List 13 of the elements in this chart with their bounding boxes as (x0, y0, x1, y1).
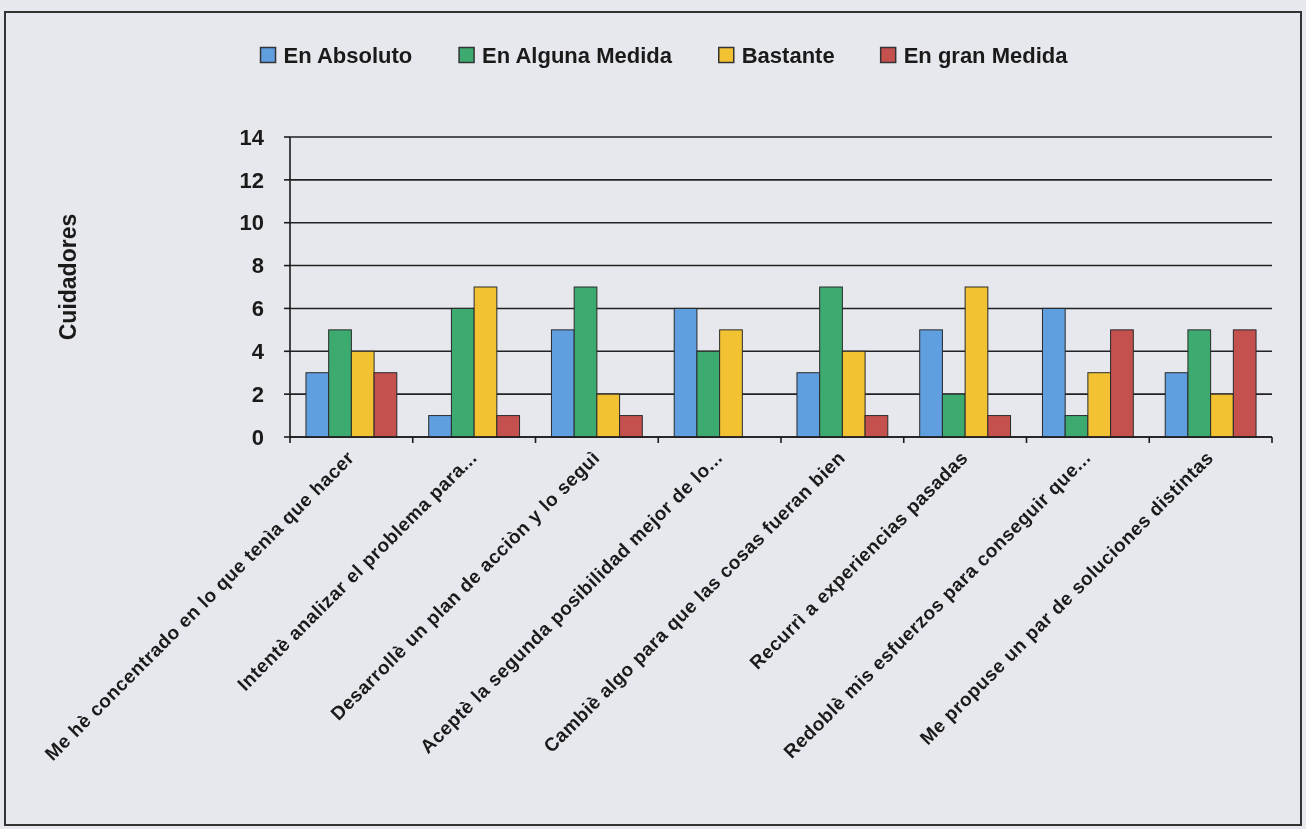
y-tick-label: 2 (251, 381, 264, 407)
y-tick-label: 10 (239, 210, 264, 236)
y-tick-label: 0 (251, 424, 264, 450)
y-axis-title: Cuidadores (55, 213, 81, 341)
legend-label: En Alguna Medida (482, 42, 673, 68)
legend-label: En gran Medida (903, 42, 1069, 68)
legend-label: En Absoluto (283, 42, 413, 68)
y-tick-label: 6 (251, 296, 264, 322)
y-tick-label: 4 (251, 338, 265, 364)
y-tick-label: 8 (251, 253, 264, 279)
y-tick-label: 12 (239, 167, 264, 193)
y-tick-label: 14 (239, 124, 265, 150)
legend-label: Bastante (741, 42, 835, 68)
